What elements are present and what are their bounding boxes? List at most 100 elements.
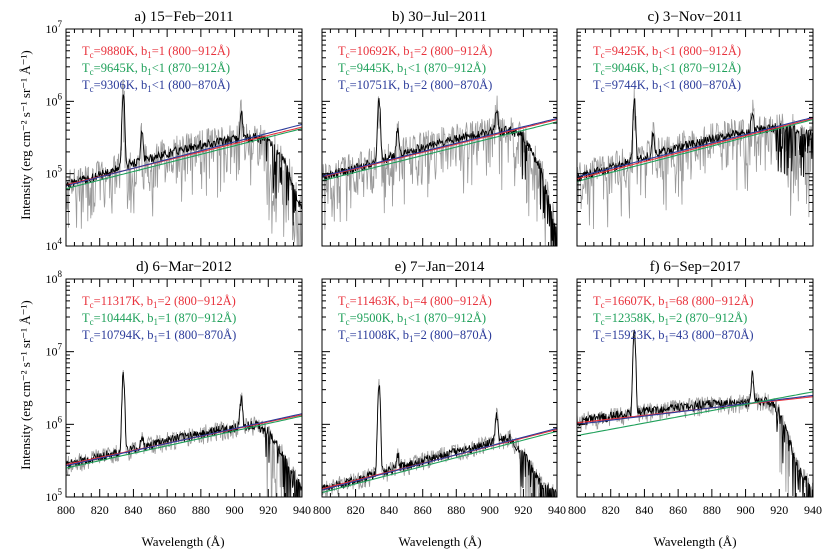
plot-area: [66, 369, 302, 497]
x-tick-label: 920: [514, 503, 532, 517]
x-tick-label: 840: [124, 503, 142, 517]
fit-label-1: Tc=11317K, b1=2 (800−912Å): [82, 294, 236, 310]
x-tick-label: 860: [414, 503, 432, 517]
spectrum-black: [66, 94, 302, 226]
y-tick-label: 106: [46, 91, 63, 108]
y-tick-exponent: 6: [58, 414, 63, 424]
plot-area: [322, 378, 557, 497]
fit-curve-2: [322, 430, 557, 494]
fit-label-2: Tc=12358K, b1=2 (870−912Å): [593, 311, 747, 327]
fit-curve-2: [577, 391, 813, 437]
plot-area: [577, 88, 813, 230]
x-axis-label-2: Wavelength (Å): [398, 534, 481, 549]
plot-area: [322, 95, 557, 246]
fit-label-2: Tc=9500K, b1<1 (870−912Å): [338, 311, 486, 327]
fit-label-3: Tc=11008K, b1=2 (800−870Å): [338, 328, 492, 344]
ylabel-bottom: Intensity (erg cm⁻² s⁻¹ sr⁻¹ Å⁻¹): [18, 300, 33, 470]
plot-area: [66, 79, 302, 246]
panel-1: 104 105 106 107 a) 15−Feb−2011 Tc=9880K, b1=1…: [46, 9, 303, 253]
x-tick-label: 860: [158, 503, 176, 517]
fit-curve-2: [66, 128, 302, 190]
panel-5: 800 820 840 860 880 900 920 940 e) 7−Jan−2014 Tc=…: [313, 259, 566, 517]
plot-area: [577, 329, 813, 497]
fit-label-1: Tc=9880K, b1=1 (800−912Å): [82, 44, 230, 60]
x-tick-label: 820: [602, 503, 620, 517]
y-tick-label: 104: [46, 236, 63, 253]
y-tick-exponent: 6: [58, 91, 63, 101]
panel-title: a) 15−Feb−2011: [134, 9, 233, 25]
fit-curve-3: [66, 413, 302, 467]
fit-curve-3: [322, 117, 557, 177]
x-tick-label: 840: [380, 503, 398, 517]
y-tick-label: 108: [46, 269, 63, 286]
x-tick-label: 800: [568, 503, 586, 517]
x-tick-label: 840: [635, 503, 653, 517]
x-tick-label: 820: [91, 503, 109, 517]
fit-label-2: Tc=9046K, b1<1 (870−912Å): [593, 61, 741, 77]
fit-curve-3: [577, 116, 813, 178]
fit-curve-1: [322, 118, 557, 178]
spectrum-black: [66, 371, 302, 497]
fit-curve-3: [577, 394, 813, 425]
spectrum-black: [577, 329, 813, 497]
x-tick-label: 880: [447, 503, 465, 517]
x-tick-label: 900: [737, 503, 755, 517]
fit-label-1: Tc=10692K, b1=2 (800−912Å): [338, 44, 492, 60]
x-tick-label: 860: [669, 503, 687, 517]
fit-label-1: Tc=9425K, b1<1 (800−912Å): [593, 44, 741, 60]
spectrum-gray: [322, 95, 557, 246]
spectrum-black: [322, 385, 557, 497]
fit-label-3: Tc=9306K, b1<1 (800−870Å): [82, 78, 230, 94]
x-tick-label: 880: [192, 503, 210, 517]
panel-title: f) 6−Sep−2017: [650, 259, 741, 275]
y-tick-label: 107: [46, 19, 63, 36]
fit-curve-3: [66, 123, 302, 187]
fit-curve-1: [577, 117, 813, 180]
fit-label-3: Tc=15923K, b1=43 (800−870Å): [593, 328, 754, 344]
fit-label-2: Tc=10444K, b1=1 (870−912Å): [82, 311, 236, 327]
x-tick-label: 940: [293, 503, 311, 517]
x-tick-label: 800: [57, 503, 75, 517]
y-tick-label: 105: [46, 487, 63, 504]
fit-curve-2: [322, 121, 557, 182]
fit-curve-2: [577, 118, 813, 183]
y-tick-exponent: 8: [58, 269, 63, 279]
panel-title: b) 30−Jul−2011: [392, 9, 487, 25]
fit-label-1: Tc=11463K, b1=4 (800−912Å): [338, 294, 492, 310]
spectrum-gray: [577, 332, 813, 497]
x-tick-label: 820: [347, 503, 365, 517]
fit-label-3: Tc=10751K, b1=2 (800−870Å): [338, 78, 492, 94]
x-axis-label-3: Wavelength (Å): [653, 534, 736, 549]
panels: 104 105 106 107 a) 15−Feb−2011 Tc=9880K, b1=1…: [46, 9, 823, 517]
x-tick-label: 900: [226, 503, 244, 517]
y-tick-label: 107: [46, 342, 63, 359]
panel-2: b) 30−Jul−2011 Tc=10692K, b1=2 (800−912Å)…: [321, 9, 558, 247]
fit-label-3: Tc=10794K, b1=1 (800−870Å): [82, 328, 236, 344]
panel-4: 800 820 840 860 880 900 920 940 105 106 107 108 d) 6…: [46, 259, 312, 517]
panel-title: d) 6−Mar−2012: [136, 259, 232, 275]
y-axis-label-top: Intensity (erg cm⁻² s⁻¹ sr⁻¹ Å⁻¹): [18, 50, 33, 220]
ylabel-top: Intensity (erg cm⁻² s⁻¹ sr⁻¹ Å⁻¹): [18, 50, 33, 220]
fit-curve-2: [66, 415, 302, 469]
fit-label-3: Tc=9744K, b1<1 (800−870Å): [593, 78, 741, 94]
fit-label-2: Tc=9445K, b1<1 (870−912Å): [338, 61, 486, 77]
y-tick-exponent: 7: [58, 342, 63, 352]
panel-title: c) 3−Nov−2011: [647, 9, 742, 25]
fit-label-1: Tc=16607K, b1=68 (800−912Å): [593, 294, 754, 310]
spectrum-gray: [577, 88, 813, 230]
x-tick-label: 880: [703, 503, 721, 517]
y-tick-exponent: 5: [58, 164, 63, 174]
y-tick-label: 106: [46, 414, 63, 431]
y-tick-exponent: 4: [58, 236, 63, 246]
panel-title: e) 7−Jan−2014: [395, 259, 485, 275]
x-tick-label: 900: [481, 503, 499, 517]
x-tick-label: 920: [770, 503, 788, 517]
y-tick-exponent: 5: [58, 487, 63, 497]
fit-label-2: Tc=9645K, b1<1 (870−912Å): [82, 61, 230, 77]
x-tick-label: 940: [804, 503, 822, 517]
x-axis-label-1: Wavelength (Å): [141, 534, 224, 549]
x-tick-label: 800: [313, 503, 331, 517]
y-axis-label-bottom: Intensity (erg cm⁻² s⁻¹ sr⁻¹ Å⁻¹): [18, 300, 33, 470]
